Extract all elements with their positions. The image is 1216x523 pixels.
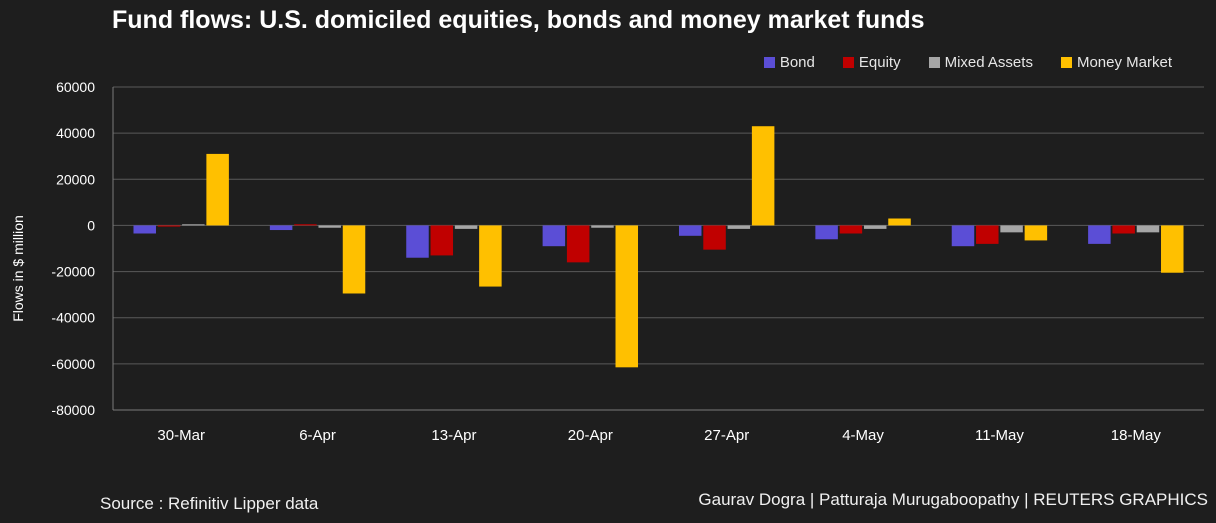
bar-mixed-assets-13-apr [454,225,478,229]
legend: Bond Equity Mixed Assets Money Market [763,54,1172,71]
bar-mixed-assets-27-apr [727,225,751,229]
bar-equity-4-may [839,225,863,234]
y-tick-label-20000: 20000 [56,171,95,187]
x-tick-label-27-apr: 27-Apr [704,427,749,444]
bar-mixed-assets-6-apr [318,225,341,228]
x-tick-label-20-apr: 20-Apr [568,427,613,444]
bar-equity-20-apr [566,225,590,263]
bar-money-market-11-may [1024,225,1048,241]
bar-equity-13-apr [430,225,454,256]
x-tick-label-4-may: 4-May [842,427,884,444]
bar-bond-27-apr [678,225,702,236]
bar-bond-18-may [1088,225,1111,244]
y-tick-label-80000: -80000 [51,402,95,418]
bar-money-market-18-may [1161,225,1184,273]
bar-bond-13-apr [406,225,429,258]
bar-money-market-6-apr [342,225,366,294]
x-tick-label-18-may: 18-May [1111,427,1162,444]
legend-swatch-bond [763,57,775,68]
y-tick-label-0: 0 [87,217,95,233]
bar-money-market-30-mar [206,153,229,226]
y-tick-label-20000: -20000 [51,264,95,280]
source-note: Source : Refinitiv Lipper data [100,494,319,513]
bar-mixed-assets-4-may [863,225,887,229]
legend-item-equity: Equity [842,54,901,71]
legend-swatch-equity [842,57,854,68]
bar-equity-27-apr [703,225,726,250]
bar-mixed-assets-18-may [1136,225,1160,233]
y-tick-label-40000: 40000 [56,125,95,141]
legend-item-bond: Bond [763,54,815,71]
x-tick-label-30-mar: 30-Mar [157,427,205,444]
bar-bond-6-apr [269,225,293,231]
legend-label-money-market: Money Market [1076,54,1172,71]
bar-bond-11-may [951,225,975,247]
legend-swatch-money-market [1060,57,1072,68]
bar-mixed-assets-11-may [1000,225,1023,233]
legend-label-bond: Bond [779,54,815,71]
y-tick-label-60000: -60000 [51,356,95,372]
bar-equity-11-may [976,225,999,244]
bar-mixed-assets-30-mar [182,224,205,226]
legend-swatch-mixed-assets [928,57,940,68]
bar-bond-30-mar [133,225,156,234]
bar-equity-18-may [1112,225,1135,234]
legend-label-equity: Equity [858,54,901,71]
bar-equity-30-mar [157,225,181,227]
legend-item-money-market: Money Market [1060,54,1172,71]
bar-money-market-4-may [888,218,911,226]
x-tick-label-13-apr: 13-Apr [431,427,476,444]
bar-money-market-20-apr [615,225,639,368]
credit-line: Gaurav Dogra | Patturaja Murugaboopathy … [698,490,1208,509]
x-tick-label-6-apr: 6-Apr [299,427,336,444]
bar-bond-20-apr [542,225,566,247]
legend-label-mixed-assets: Mixed Assets [944,54,1033,71]
y-tick-label-60000: 60000 [56,79,95,95]
x-tick-label-11-may: 11-May [975,427,1024,444]
bar-mixed-assets-20-apr [591,225,614,228]
chart-title: Fund flows: U.S. domiciled equities, bon… [112,6,925,34]
y-tick-label-40000: -40000 [51,310,95,326]
bar-money-market-13-apr [479,225,502,287]
bar-equity-6-apr [294,224,317,226]
bar-money-market-27-apr [751,126,775,226]
legend-item-mixed-assets: Mixed Assets [928,54,1033,71]
bar-bond-4-may [815,225,838,240]
y-axis-label: Flows in $ million [10,215,26,322]
